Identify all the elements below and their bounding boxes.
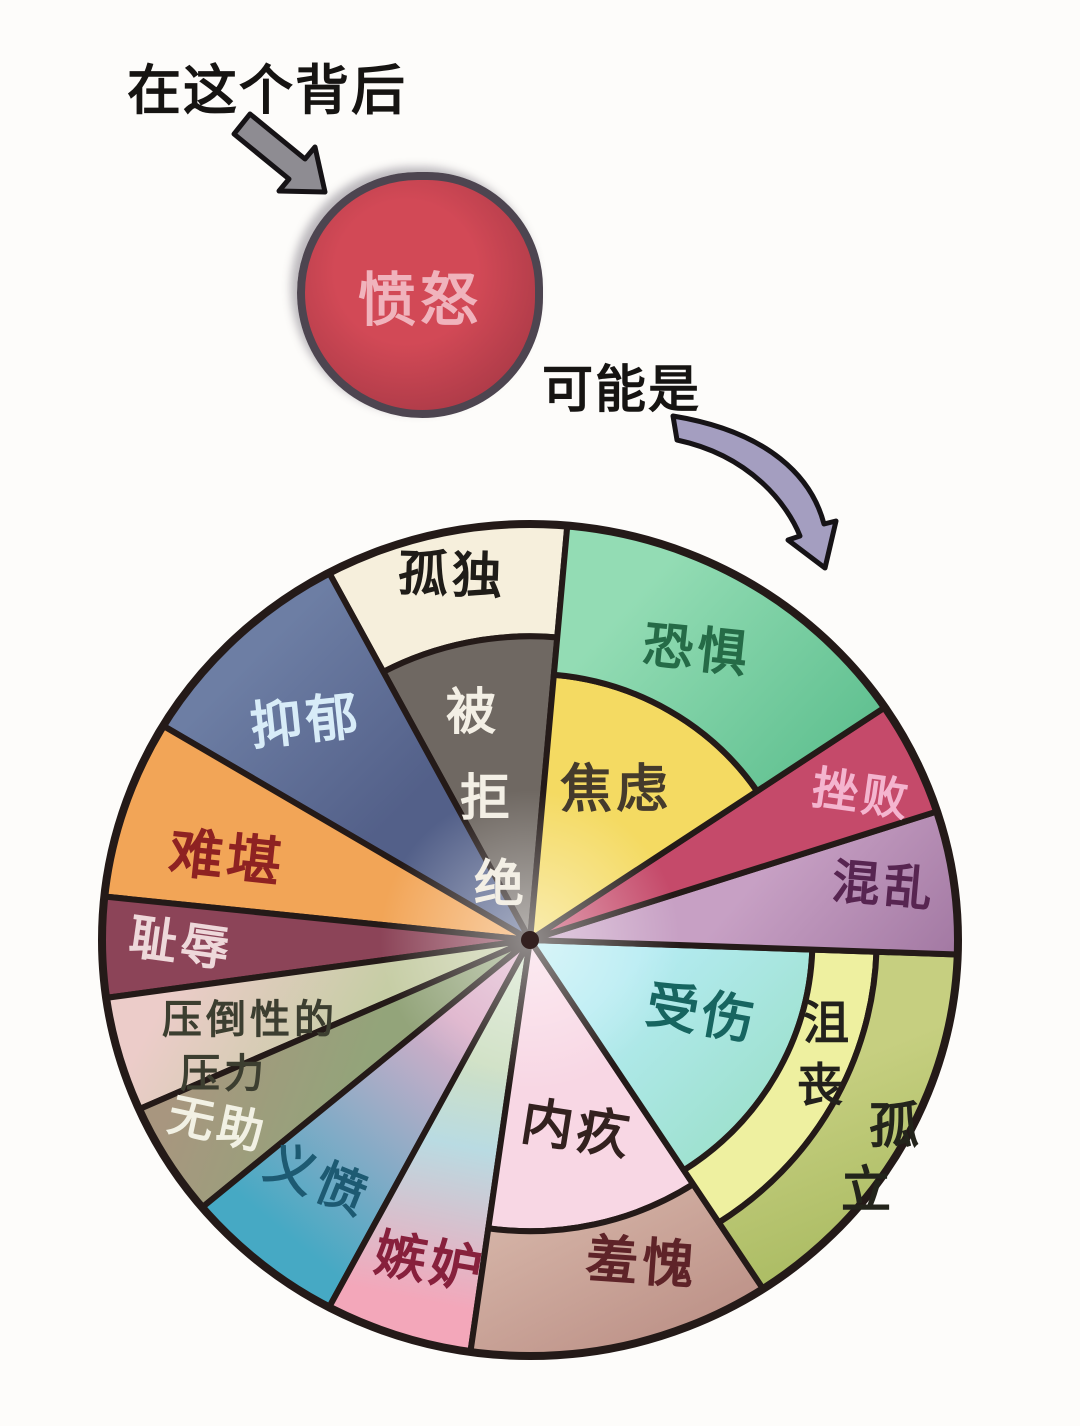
pie-label-depression: 抑郁 — [247, 686, 365, 757]
svg-text:丧: 丧 — [797, 1058, 847, 1112]
thick-arrow-down-right-icon — [231, 111, 328, 195]
svg-text:抑郁: 抑郁 — [247, 686, 365, 757]
svg-text:孤: 孤 — [869, 1097, 923, 1155]
wheel-center-dot — [521, 931, 539, 949]
svg-text:绝: 绝 — [474, 855, 528, 913]
svg-text:孤独: 孤独 — [397, 544, 507, 606]
pie-label-dejection: 沮丧 — [797, 996, 853, 1112]
wheel-rim — [98, 520, 962, 1360]
anger-bubble-label: 愤怒 — [357, 266, 482, 334]
pie-label-loneliness: 孤独 — [397, 544, 507, 606]
svg-text:焦虑: 焦虑 — [560, 760, 672, 820]
svg-text:立: 立 — [841, 1161, 895, 1219]
caption-maybe: 可能是 — [542, 361, 702, 420]
pie-label-fear: 恐惧 — [640, 616, 753, 685]
svg-text:羞愧: 羞愧 — [583, 1229, 700, 1297]
pie-label-isolation: 孤立 — [841, 1097, 923, 1219]
svg-text:混乱: 混乱 — [830, 854, 939, 919]
svg-text:拒: 拒 — [460, 769, 514, 827]
svg-text:被: 被 — [446, 683, 500, 741]
svg-text:恐惧: 恐惧 — [640, 616, 753, 685]
anger-bubble: 愤怒 — [297, 172, 543, 418]
svg-text:难堪: 难堪 — [166, 821, 288, 896]
curved-arrow-icon — [670, 413, 839, 571]
pie-label-rejected: 被拒绝 — [446, 683, 528, 913]
pie-label-anxiety: 焦虑 — [560, 760, 672, 820]
svg-text:压力: 压力 — [180, 1051, 268, 1097]
svg-text:沮: 沮 — [803, 996, 853, 1050]
caption-behind-this: 在这个背后 — [127, 59, 407, 122]
svg-text:压倒性的: 压倒性的 — [162, 997, 338, 1043]
pie-label-embarrassment: 难堪 — [166, 821, 288, 896]
pie-label-confusion: 混乱 — [830, 854, 939, 919]
pie-label-shame: 羞愧 — [583, 1229, 700, 1297]
